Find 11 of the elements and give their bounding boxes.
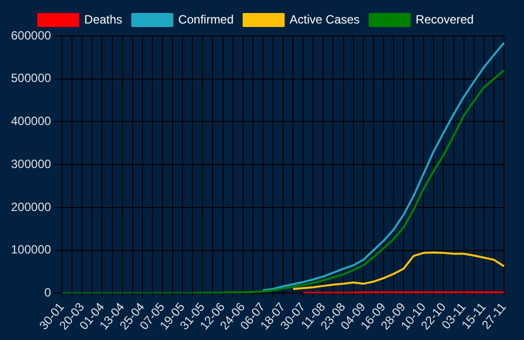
y-tick-label: 500000: [10, 71, 52, 86]
y-tick-label: 300000: [10, 156, 52, 171]
y-tick-label: 400000: [10, 114, 52, 128]
legend-label: Active Cases: [290, 12, 360, 26]
legend-label: Recovered: [416, 12, 474, 26]
y-tick-label: 200000: [10, 200, 52, 214]
y-tick-label: 600000: [10, 28, 52, 42]
y-tick-label: 0: [44, 286, 52, 300]
y-tick-label: 100000: [10, 242, 52, 257]
legend-label: Deaths: [84, 12, 122, 26]
legend-label: Confirmed: [178, 12, 234, 26]
